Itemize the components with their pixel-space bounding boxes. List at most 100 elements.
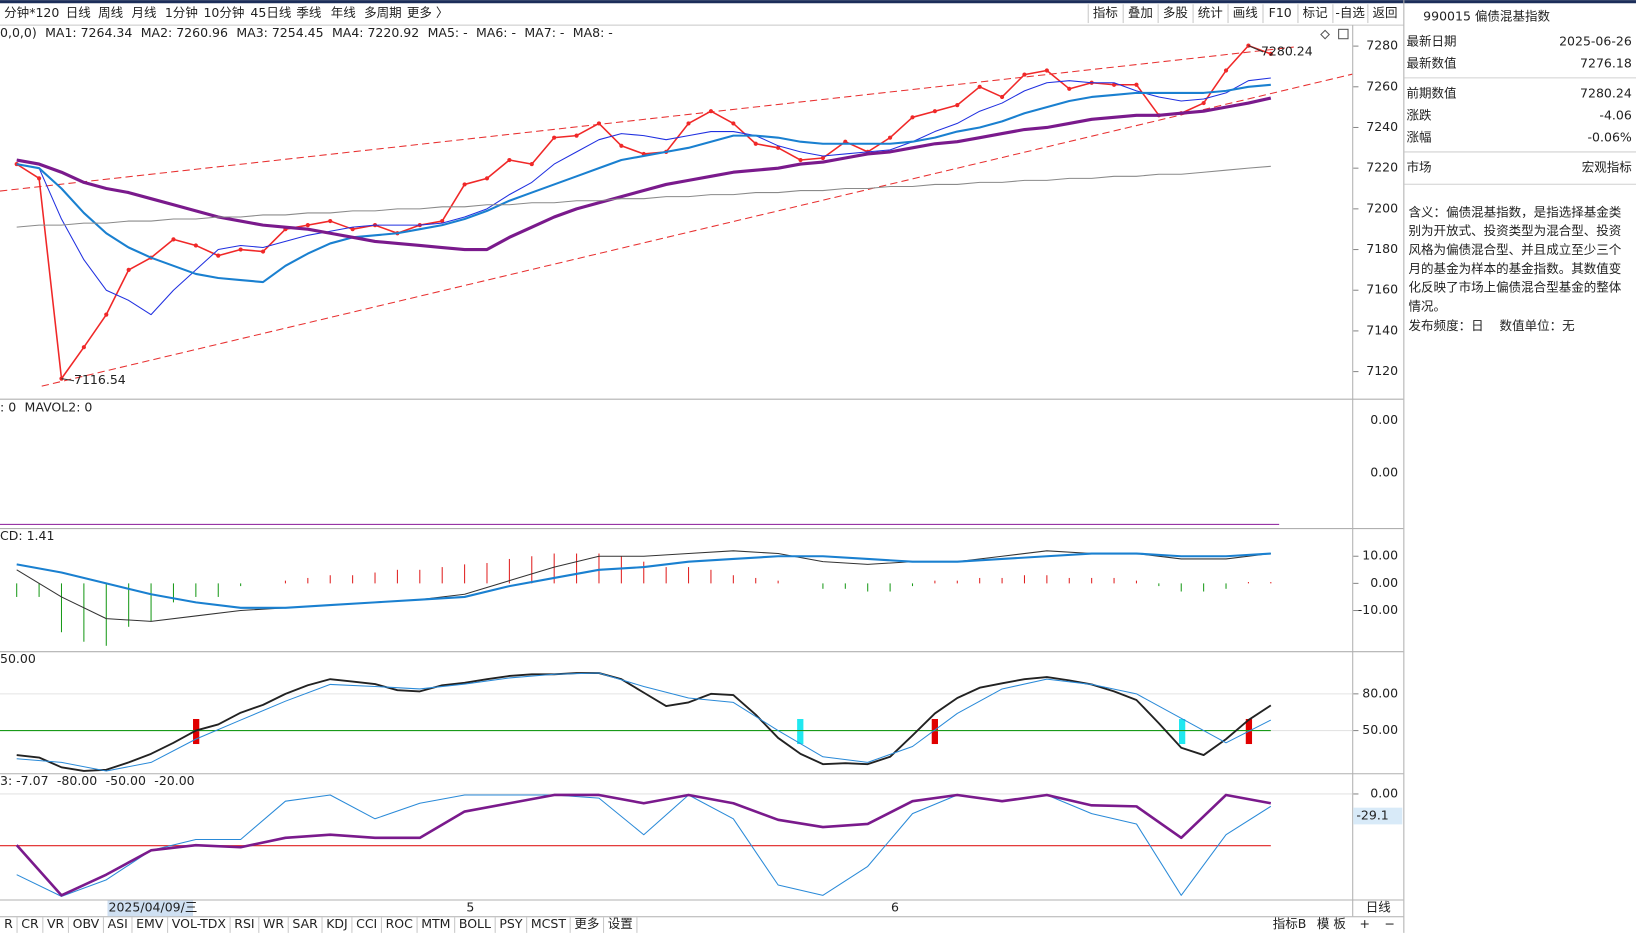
point (820, 155, 826, 161)
period-tab[interactable]: 更多 〉 (407, 5, 449, 20)
period-tab[interactable]: 1分钟 (165, 5, 198, 20)
indicator-tab[interactable]: CR (21, 916, 39, 931)
indicator-tab[interactable]: R (4, 916, 13, 931)
point (350, 227, 355, 232)
point (1268, 51, 1273, 56)
info-value: -4.06 (1599, 107, 1631, 122)
indicator-tab[interactable]: 设置 (608, 916, 633, 931)
indicator-tab[interactable]: 更多 (574, 916, 599, 931)
indicator-tab[interactable]: VOL-TDX (172, 916, 227, 931)
window-icon[interactable] (1338, 28, 1349, 40)
bottom-tool[interactable]: + (1359, 916, 1370, 931)
y-tick-label: 50.00 (1362, 722, 1398, 737)
point (507, 157, 512, 163)
tool-button[interactable]: 指标 (1093, 5, 1118, 20)
info-value: 宏观指标 (1582, 160, 1632, 175)
point (81, 345, 86, 350)
legend-entry: 3: -7.07 (0, 773, 49, 788)
indicator-tab[interactable]: WR (263, 916, 284, 931)
indicator-tab[interactable]: MTM (421, 916, 450, 931)
period-tab[interactable]: 多周期 (364, 5, 402, 20)
indicator-tab[interactable]: PSY (499, 916, 522, 931)
info-description: 情况。 (1409, 298, 1447, 313)
legend-entry: MA8: - (573, 25, 613, 40)
tool-button[interactable]: 统计 (1198, 5, 1223, 20)
bottom-tool[interactable]: − (1385, 916, 1396, 931)
point (328, 218, 333, 224)
legend-entry: : 0 (0, 400, 16, 415)
point (126, 267, 131, 272)
point (686, 121, 691, 126)
indicator-tab[interactable]: ASI (108, 916, 128, 931)
y-tick-label: 80.00 (1362, 685, 1398, 700)
legend-entry: 50.00 (0, 651, 36, 666)
period-tab[interactable]: 10分钟 (203, 5, 244, 20)
point (104, 312, 109, 317)
tool-button[interactable]: 多股 (1163, 5, 1189, 20)
point (440, 218, 445, 224)
indicator-tab[interactable]: SAR (292, 916, 318, 931)
period-tab[interactable]: 年线 (331, 5, 357, 20)
info-label: 最新数值 (1406, 55, 1456, 70)
buy-signal (931, 718, 938, 745)
x-label: 6 (891, 899, 899, 914)
tool-button[interactable]: 画线 (1233, 5, 1259, 20)
indicator-tab[interactable]: VR (47, 916, 65, 931)
indicator-tab[interactable]: KDJ (326, 916, 348, 931)
indicator-tab[interactable]: OBV (73, 916, 100, 931)
tool-button[interactable]: F10 (1269, 5, 1292, 20)
indicator-tab[interactable]: ROC (386, 916, 414, 931)
period-tab[interactable]: 分钟*120 (4, 5, 59, 20)
legend-entry: MA7: - (524, 25, 564, 40)
tool-button[interactable]: -自选 (1335, 5, 1365, 20)
bottom-tool[interactable]: 模 板 (1317, 916, 1346, 931)
indicator-tab[interactable]: RSI (234, 916, 254, 931)
y-tick-label: 7120 (1366, 363, 1398, 378)
date-highlight (107, 900, 194, 917)
point (798, 157, 803, 163)
legend-entry: MA4: 7220.92 (332, 25, 419, 40)
info-value: 7280.24 (1580, 86, 1632, 101)
y-tick-label: 7200 (1366, 200, 1398, 215)
point (619, 143, 624, 148)
point (1111, 82, 1117, 87)
period-tab[interactable]: 周线 (98, 5, 124, 20)
indicator-tab[interactable]: EMV (136, 916, 164, 931)
tool-button[interactable]: 叠加 (1128, 5, 1153, 20)
diamond-icon[interactable] (1320, 29, 1330, 40)
period-tab[interactable]: 月线 (131, 5, 157, 20)
point (1201, 100, 1206, 106)
indicator-tab[interactable]: BOLL (459, 916, 491, 931)
tool-button[interactable]: 标记 (1303, 5, 1329, 20)
info-description: 风格为偏债混合型、并且成立至少三个 (1409, 242, 1622, 257)
period-tab[interactable]: 日线 (66, 5, 92, 20)
point (37, 176, 42, 181)
period-tab[interactable]: 季线 (296, 5, 322, 20)
indicator-tab[interactable]: CCI (356, 916, 377, 931)
x-label: 2025/04/09/三 (109, 899, 198, 914)
info-value: 2025-06-26 (1559, 33, 1632, 48)
series-line (16, 672, 1272, 772)
period-tab[interactable]: 45日线 (250, 5, 291, 20)
top-strip (0, 0, 1636, 4)
y-tick-label: 7140 (1366, 322, 1398, 337)
series-line (15, 793, 1272, 897)
x-label: 5 (466, 899, 474, 914)
bottom-tool[interactable]: 指标B (1273, 916, 1307, 931)
legend-entry: MA3: 7254.45 (236, 25, 323, 40)
tool-button[interactable]: 返回 (1373, 5, 1398, 20)
point (731, 121, 736, 126)
info-label: 涨跌 (1406, 107, 1432, 122)
current-label-box (1353, 807, 1403, 825)
y-tick-label: 7260 (1366, 78, 1398, 93)
sell-signal (797, 718, 804, 745)
buy-signal (193, 718, 200, 745)
legend-entry: -20.00 (154, 773, 194, 788)
legend-entry: CD: 1.41 (0, 528, 54, 543)
y-tick-label: 0.00 (1370, 412, 1398, 427)
point (1246, 43, 1251, 48)
sell-signal (1179, 718, 1186, 745)
indicator-tab[interactable]: MCST (531, 916, 566, 931)
info-label: 前期数值 (1406, 86, 1456, 101)
point (888, 135, 893, 140)
